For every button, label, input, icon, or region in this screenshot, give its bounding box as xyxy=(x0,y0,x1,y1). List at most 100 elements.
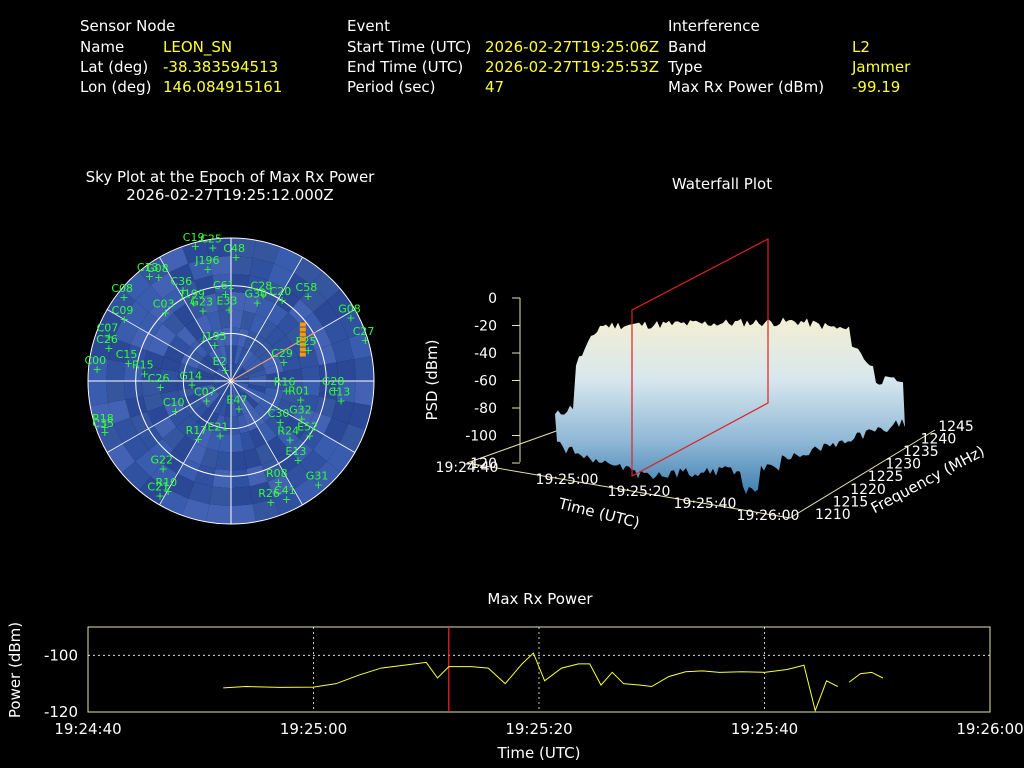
sky-tile xyxy=(326,443,355,473)
satellite-marker: + xyxy=(208,241,217,254)
sky-tile xyxy=(277,345,299,363)
sky-tile xyxy=(281,390,302,406)
satellite-marker: + xyxy=(194,433,203,446)
sensor-lon-value: 146.084915161 xyxy=(163,78,283,96)
satellite-marker: + xyxy=(159,463,168,476)
sky-tile xyxy=(159,489,189,516)
sky-tile xyxy=(197,363,216,375)
sky-tile xyxy=(265,415,286,436)
event-start-value: 2026-02-27T19:25:06Z xyxy=(485,38,659,56)
sky-tile xyxy=(258,346,278,364)
sky-tile xyxy=(213,381,231,385)
sensor-lat-label: Lat (deg) xyxy=(80,58,149,76)
sky-tile xyxy=(266,435,289,459)
satellite-label: C13 xyxy=(137,261,159,274)
sky-tile xyxy=(90,332,114,360)
sky-tile xyxy=(231,291,247,311)
sky-tile xyxy=(122,434,149,462)
satellite-label: C36 xyxy=(171,275,193,288)
maxrx-title: Max Rx Power xyxy=(487,590,593,608)
satellite-marker: + xyxy=(282,493,291,506)
rx-x-axis-label: Time (UTC) xyxy=(497,744,581,762)
sky-tile xyxy=(96,309,123,339)
jammer-marker xyxy=(299,337,306,342)
satellite-marker: + xyxy=(274,476,283,489)
sky-tile xyxy=(299,449,327,477)
sky-tile xyxy=(184,346,204,364)
satellite-label: R16 xyxy=(274,376,296,389)
sky-tile xyxy=(107,338,131,363)
sky-tile xyxy=(231,309,244,329)
sky-tile xyxy=(249,427,267,449)
sky-tile xyxy=(253,403,273,423)
sky-tile xyxy=(354,356,374,381)
sky-tile xyxy=(242,392,259,409)
sky-tile xyxy=(168,473,195,499)
satellite-label: E52 xyxy=(297,421,318,434)
sky-tile xyxy=(160,356,181,372)
rx-x-tick-label: 19:25:20 xyxy=(505,720,572,738)
sky-tile xyxy=(206,431,222,452)
satellite-label: C35 xyxy=(92,417,114,430)
sky-tile xyxy=(326,289,355,319)
sky-tile xyxy=(147,405,170,426)
sky-tile xyxy=(231,433,244,453)
sky-tile xyxy=(231,377,249,381)
sky-tile xyxy=(163,399,185,417)
sky-tile xyxy=(189,403,209,423)
satellite-marker: + xyxy=(120,313,129,326)
sky-tile xyxy=(243,330,258,351)
sky-tile xyxy=(261,354,282,369)
event-start-label: Start Time (UTC) xyxy=(347,38,472,56)
satellite-label: R15 xyxy=(132,358,154,371)
sky-tile xyxy=(196,408,214,428)
wf-freq-tick-label: 1235 xyxy=(903,444,939,460)
sky-tile xyxy=(273,489,303,516)
sky-tile xyxy=(194,275,216,298)
event-title: Event xyxy=(347,17,390,35)
sky-tile xyxy=(178,387,198,400)
sky-tile xyxy=(213,377,231,381)
sky-tile xyxy=(138,425,163,450)
sky-tile xyxy=(301,381,321,397)
sky-tile xyxy=(177,381,196,391)
satellite-marker: + xyxy=(202,395,211,408)
sensor-name-label: Name xyxy=(80,38,125,56)
satellite-marker: + xyxy=(346,312,355,325)
sky-tile xyxy=(221,327,231,346)
satellite-label: R10 xyxy=(155,476,177,489)
sky-tile xyxy=(299,425,324,450)
sky-tile xyxy=(301,365,321,381)
sky-tile xyxy=(182,498,210,522)
sky-tile xyxy=(281,356,302,372)
sky-tile xyxy=(284,272,312,299)
sky-tile xyxy=(213,374,231,381)
satellite-label: E25 xyxy=(296,335,317,348)
sky-tile xyxy=(231,504,256,524)
satellite-marker: + xyxy=(296,394,305,407)
sky-tile xyxy=(213,347,225,366)
sky-tile xyxy=(185,319,205,340)
event-end-label: End Time (UTC) xyxy=(347,58,464,76)
satellite-label: C03 xyxy=(153,297,175,310)
satellite-label: C07 xyxy=(97,321,119,334)
sky-tile xyxy=(107,399,131,424)
satellite-marker: + xyxy=(100,421,109,434)
satellite-marker: + xyxy=(210,339,219,352)
satellite-marker: + xyxy=(171,405,180,418)
satellite-label: C20 xyxy=(270,285,292,298)
satellite-marker: + xyxy=(187,378,196,391)
sky-tile xyxy=(331,399,355,424)
sky-tile xyxy=(153,323,177,346)
sky-tile xyxy=(231,381,238,399)
interference-band-label: Band xyxy=(668,38,707,56)
sky-tile xyxy=(231,345,238,364)
rx-y-axis-label: Power (dBm) xyxy=(6,622,24,718)
sky-tile xyxy=(168,263,195,289)
sky-tile xyxy=(284,463,312,490)
wf-freq-tick-label: 1245 xyxy=(938,419,974,435)
sensor-node-title: Sensor Node xyxy=(80,17,176,35)
satellite-label: G28 xyxy=(322,375,345,388)
sky-tile xyxy=(195,374,214,381)
sky-tile xyxy=(177,371,196,381)
